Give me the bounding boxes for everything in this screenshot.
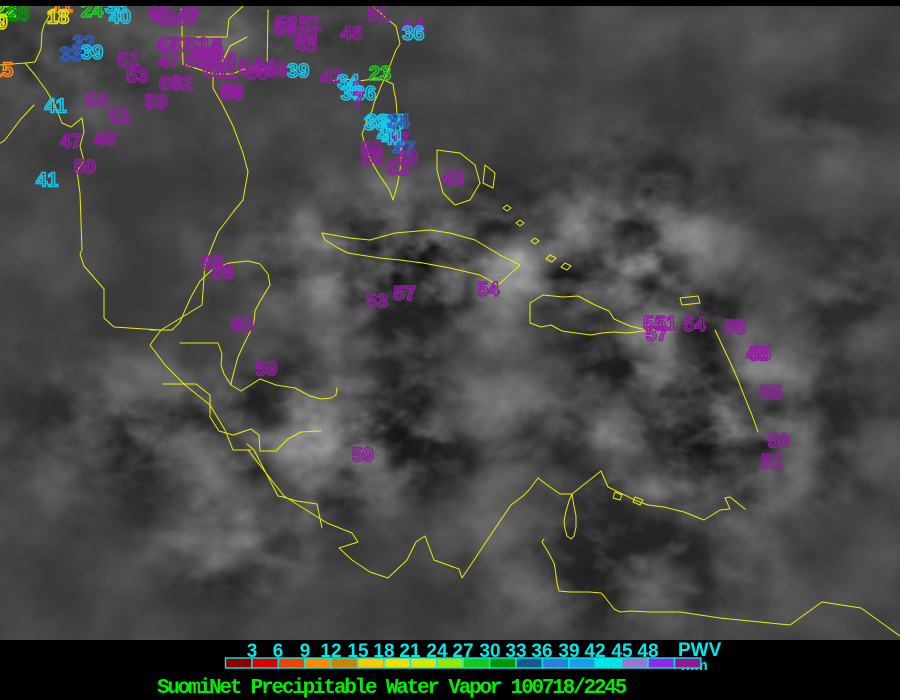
svg-text:57: 57 — [394, 283, 416, 305]
svg-text:33: 33 — [60, 44, 82, 66]
svg-text:53: 53 — [274, 18, 296, 40]
svg-text:50: 50 — [74, 157, 96, 179]
svg-text:47: 47 — [60, 131, 82, 153]
svg-text:23: 23 — [369, 63, 391, 85]
svg-text:48: 48 — [295, 35, 317, 57]
svg-text:52: 52 — [109, 106, 131, 128]
svg-text:51: 51 — [761, 451, 783, 473]
svg-text:58: 58 — [212, 261, 234, 283]
svg-text:59: 59 — [352, 444, 374, 466]
svg-text:7: 7 — [353, 90, 364, 112]
svg-text:61: 61 — [215, 61, 237, 83]
svg-text:40: 40 — [109, 7, 131, 29]
svg-text:55: 55 — [760, 383, 782, 405]
svg-text:51: 51 — [367, 5, 389, 27]
svg-text:36: 36 — [402, 23, 424, 45]
svg-text:55: 55 — [749, 344, 771, 366]
svg-text:28: 28 — [7, 4, 29, 26]
svg-text:43: 43 — [442, 168, 464, 190]
svg-text:53: 53 — [126, 66, 148, 88]
svg-text:53: 53 — [366, 291, 388, 313]
svg-text:48: 48 — [94, 129, 116, 151]
svg-text:15: 15 — [0, 59, 13, 81]
svg-text:51: 51 — [655, 313, 677, 335]
svg-text:56: 56 — [222, 83, 244, 105]
svg-text:60: 60 — [231, 314, 253, 336]
svg-text:9: 9 — [0, 12, 8, 34]
svg-text:54: 54 — [477, 279, 500, 301]
svg-text:47: 47 — [175, 8, 197, 30]
svg-text:41: 41 — [36, 169, 58, 191]
svg-text:59: 59 — [255, 359, 277, 381]
svg-text:46: 46 — [341, 23, 363, 45]
svg-text:62: 62 — [171, 73, 193, 95]
svg-text:39: 39 — [81, 42, 103, 64]
svg-text:56: 56 — [266, 60, 288, 82]
svg-text:50: 50 — [85, 90, 107, 112]
svg-text:50: 50 — [768, 431, 790, 453]
svg-text:39: 39 — [287, 61, 309, 83]
svg-text:SuomiNet Precipitable Water Va: SuomiNet Precipitable Water Vapor 100718… — [157, 677, 627, 700]
svg-text:54: 54 — [684, 314, 707, 336]
svg-text:41: 41 — [45, 96, 67, 118]
svg-text:55: 55 — [724, 317, 746, 339]
svg-text:47: 47 — [156, 35, 178, 57]
svg-text:52: 52 — [387, 158, 409, 180]
svg-text:18: 18 — [47, 7, 69, 29]
svg-text:54: 54 — [239, 58, 262, 80]
svg-text:55: 55 — [362, 147, 384, 169]
svg-text:42: 42 — [154, 8, 176, 30]
